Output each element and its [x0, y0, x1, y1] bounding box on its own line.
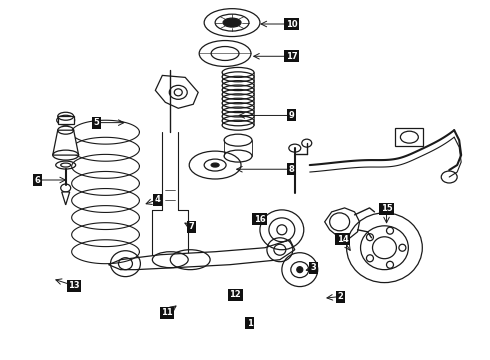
Text: 15: 15: [381, 204, 392, 213]
Ellipse shape: [297, 267, 303, 273]
Text: 12: 12: [229, 290, 241, 299]
Polygon shape: [62, 192, 70, 205]
Bar: [395, 128, 423, 146]
Ellipse shape: [211, 163, 219, 167]
Text: 4: 4: [154, 195, 160, 204]
Text: 1: 1: [247, 319, 253, 328]
Polygon shape: [325, 208, 360, 240]
Text: 17: 17: [286, 52, 297, 61]
Ellipse shape: [223, 18, 241, 27]
Text: 8: 8: [289, 165, 294, 174]
Text: 14: 14: [337, 235, 348, 244]
Polygon shape: [108, 240, 295, 270]
Text: 5: 5: [93, 118, 99, 127]
Bar: [58, 116, 74, 124]
Text: 9: 9: [289, 111, 294, 120]
Text: 10: 10: [286, 19, 297, 28]
Text: 2: 2: [337, 292, 343, 301]
Text: 7: 7: [189, 222, 194, 231]
Text: 16: 16: [254, 215, 266, 224]
Polygon shape: [53, 130, 78, 155]
Text: 11: 11: [161, 308, 173, 317]
Text: 6: 6: [35, 176, 41, 185]
Text: 13: 13: [68, 281, 80, 290]
Text: 3: 3: [311, 264, 316, 273]
